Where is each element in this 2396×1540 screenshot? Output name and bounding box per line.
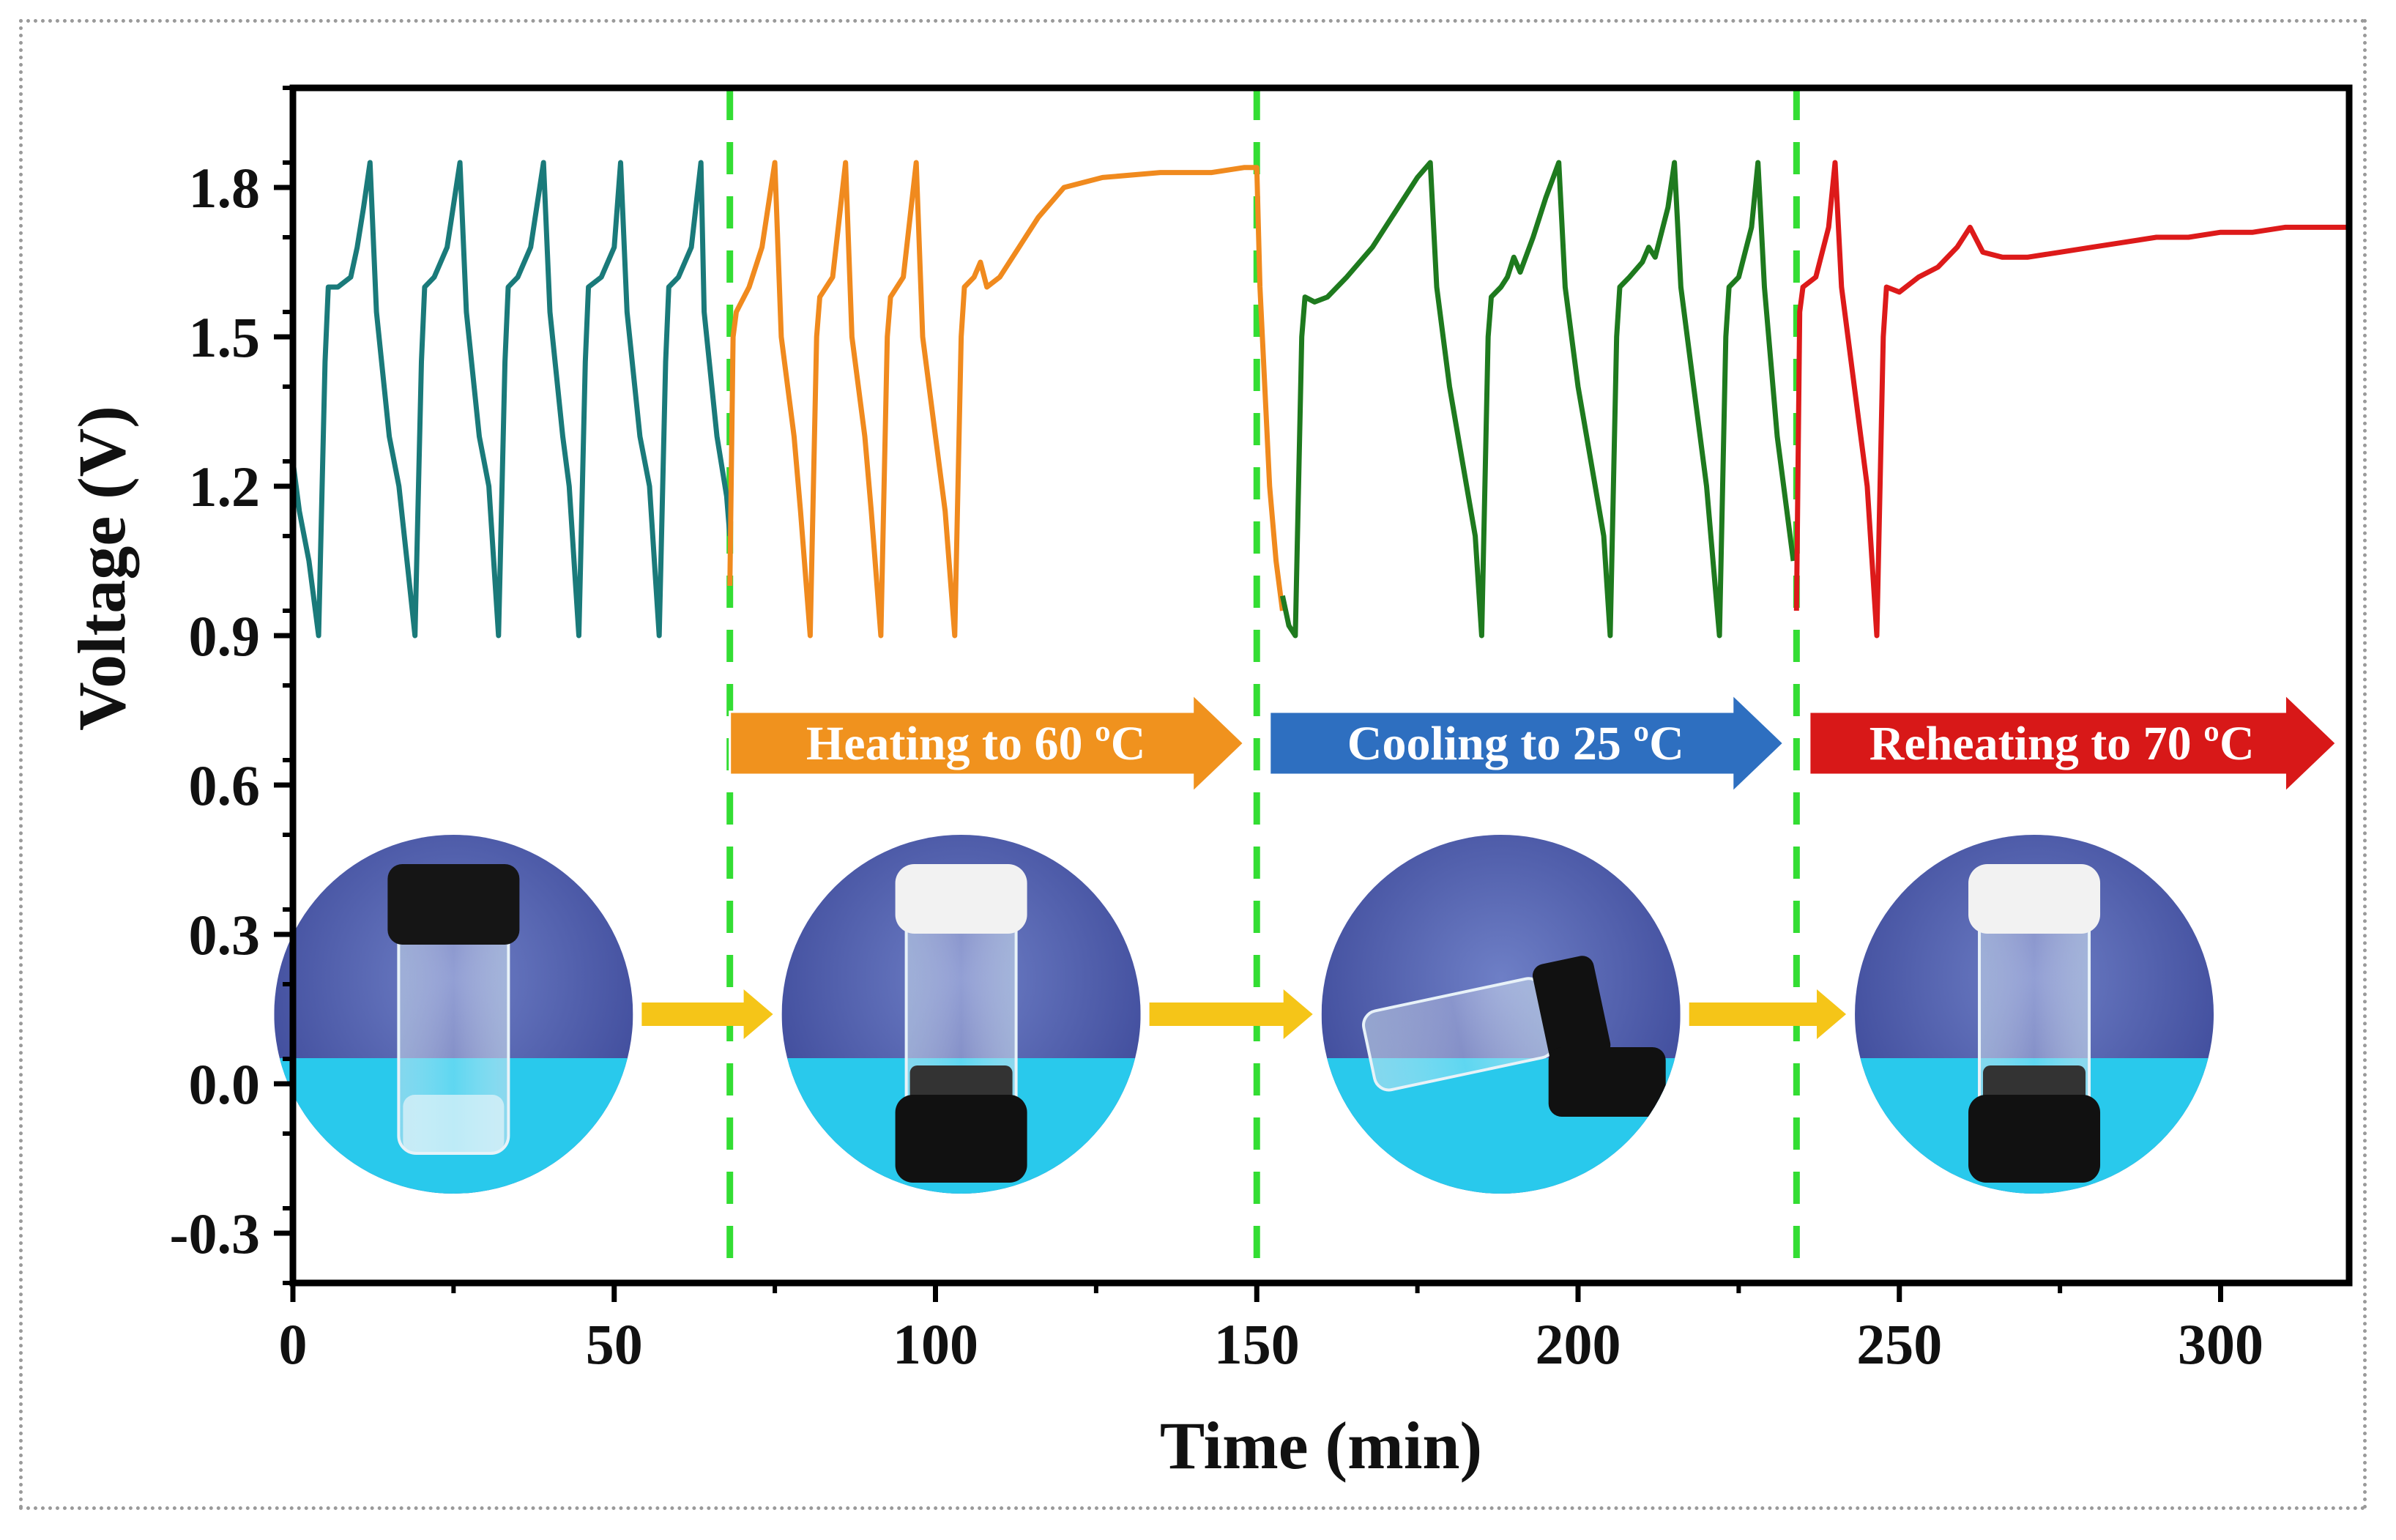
phase-arrow-2: Cooling to 25 ºC [1268,691,1785,795]
x-tick-label: 200 [1536,1312,1621,1376]
vial-photos [274,835,2214,1194]
phase-arrows: Heating to 60 ºC Cooling to 25 ºC Reheatin… [729,691,2338,795]
x-tick-label: 150 [1214,1312,1300,1376]
phase-arrow-shape [1268,691,1785,795]
phase-arrow-label: Heating to 60 ºC [806,717,1146,770]
y-tick-label: -0.3 [170,1202,260,1265]
phase-arrow-label: Reheating to 70 ºC [1869,717,2255,770]
y-tick-label: 0.3 [189,903,261,967]
transition-arrow-icon [1689,989,1847,1039]
phase-boundaries [726,88,1800,1283]
phase-arrow-shape [1808,691,2338,795]
phase-arrow-shape [729,691,1246,795]
x-tick-label: 250 [1856,1312,1942,1376]
series-line-1 [293,160,733,639]
y-tick-label: 1.5 [189,305,261,369]
transition-arrow-icon [641,989,773,1039]
y-tick-label: 1.8 [189,156,261,220]
figure-frame [19,19,2367,1510]
y-tick-label: 1.2 [189,455,261,518]
phase-arrow-label: Cooling to 25 ºC [1347,717,1684,770]
x-tick-label: 100 [893,1312,978,1376]
y-tick-label: 0.6 [189,754,261,817]
y-tick-label: 0.9 [189,604,261,668]
series-line-2 [727,160,1285,639]
y-axis: -0.3 0.0 0.3 0.6 0.9 1.2 1.5 1.8 [170,86,293,1285]
phase-arrow-3: Reheating to 70 ºC [1808,691,2338,795]
vial-heated-gel-photo [781,835,1141,1194]
x-tick-label: 300 [2178,1312,2263,1376]
vial-reheated-gel-photo [1855,835,2214,1194]
series-line-4 [1793,160,2349,639]
x-tick-label: 0 [279,1312,308,1376]
x-axis: 0 50 100 150 200 250 300 [279,1283,2263,1376]
transition-arrow-icon [1149,989,1313,1039]
series-line-3 [1279,160,1796,639]
series-lines [293,160,2349,639]
phase-arrow-1: Heating to 60 ºC [729,691,1246,795]
x-tick-label: 50 [586,1312,643,1376]
x-axis-title: Time (min) [1160,1408,1482,1483]
y-tick-label: 0.0 [189,1052,261,1116]
vial-liquid-photo [274,835,633,1194]
y-axis-title: Voltage (V) [64,406,139,731]
